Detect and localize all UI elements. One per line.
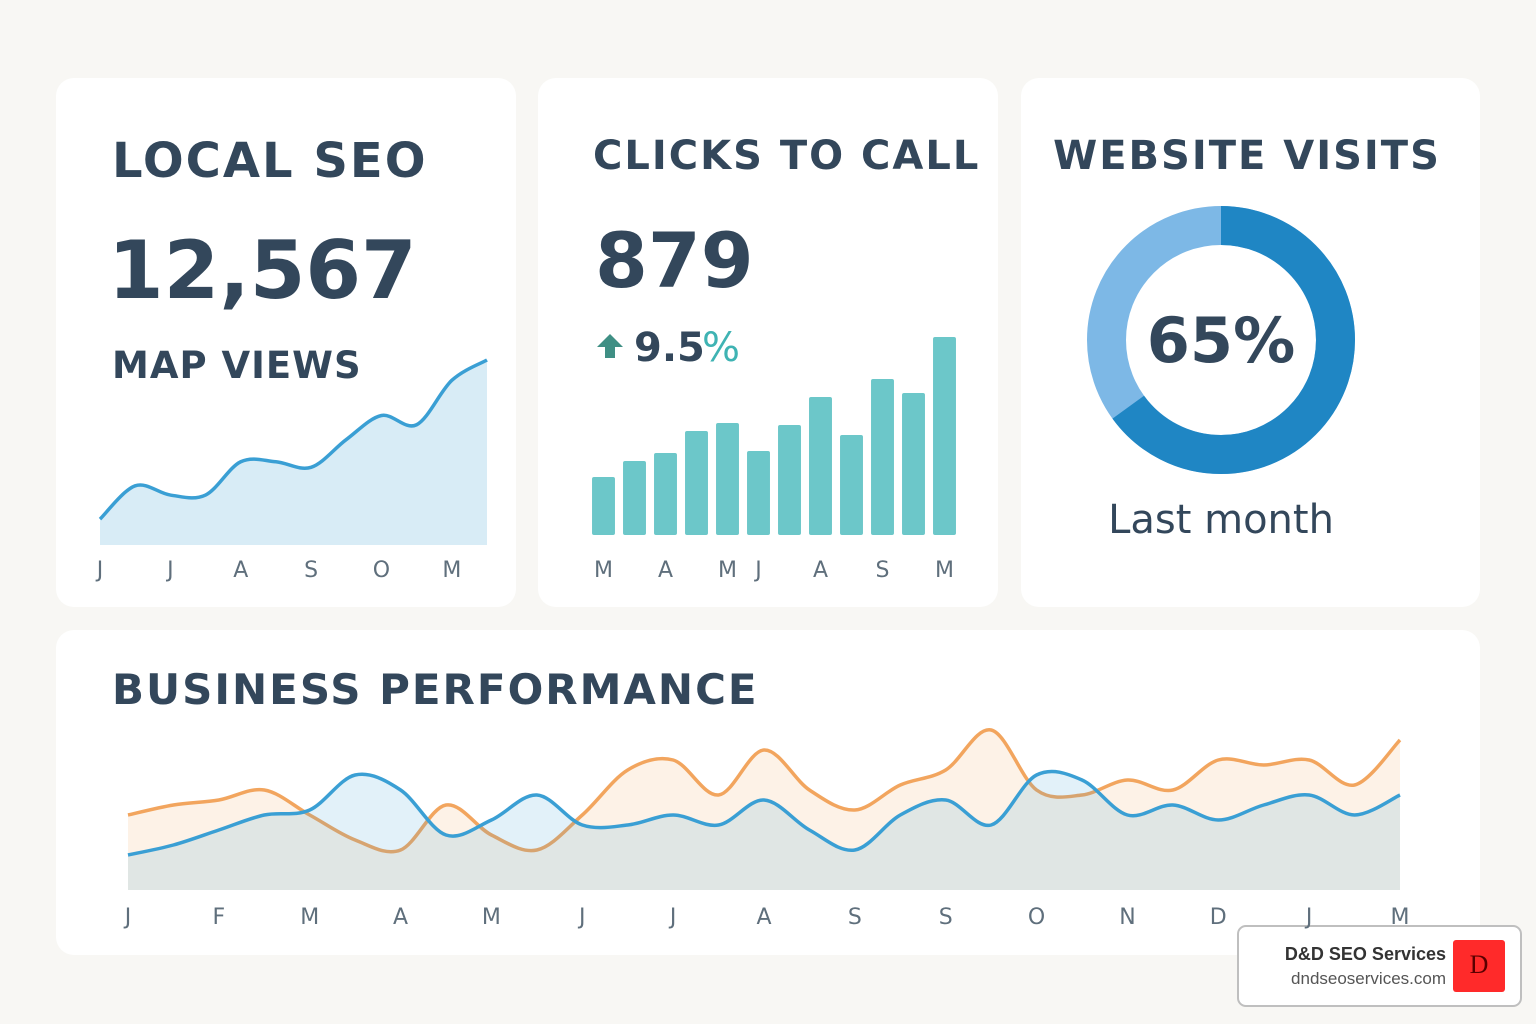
bar <box>809 397 832 535</box>
badge-logo <box>1453 940 1505 992</box>
card-title: CLICKS TO CALL <box>593 133 980 179</box>
bar <box>654 453 677 535</box>
bar <box>778 425 801 535</box>
badge <box>1237 925 1522 1007</box>
x-tick-label: A <box>756 905 771 930</box>
card-title: LOCAL SEO <box>112 133 428 189</box>
badge-name: D&D SEO Services <box>1285 944 1446 964</box>
x-tick-label: A <box>813 558 828 583</box>
card <box>56 630 1480 955</box>
area-fill <box>128 771 1400 890</box>
x-tick-label: S <box>939 905 953 930</box>
x-tick-label: O <box>1028 905 1045 930</box>
x-tick-label: A <box>233 558 248 583</box>
x-tick-label: J <box>123 905 132 930</box>
x-tick-label: O <box>373 558 390 583</box>
kpi-value: 879 <box>595 216 754 305</box>
x-tick-label: M <box>935 558 954 583</box>
bar <box>933 337 956 535</box>
line <box>127 769 1401 857</box>
x-tick-label: M <box>1391 905 1410 930</box>
x-tick-label: M <box>594 558 613 583</box>
badge-logo-text: D <box>1470 950 1489 979</box>
bar <box>716 423 739 535</box>
card <box>56 78 516 607</box>
x-tick-label: S <box>848 905 862 930</box>
x-tick-label: J <box>95 558 104 583</box>
x-tick-label: S <box>876 558 890 583</box>
x-tick-label: A <box>393 905 408 930</box>
x-tick-label: J <box>668 905 677 930</box>
x-tick-label: M <box>482 905 501 930</box>
line <box>98 358 488 521</box>
bar <box>623 461 646 535</box>
change-unit: % <box>702 325 740 371</box>
x-tick-label: N <box>1119 905 1135 930</box>
bar <box>871 379 894 535</box>
card-title: WEBSITE VISITS <box>1053 133 1441 179</box>
badge-url: dndseoservices.com <box>1291 969 1446 988</box>
x-tick-label: J <box>1304 905 1313 930</box>
x-tick-label: M <box>718 558 737 583</box>
x-tick-label: F <box>213 905 226 930</box>
x-tick-label: D <box>1210 905 1227 930</box>
x-tick-label: S <box>304 558 318 583</box>
x-tick-label: M <box>442 558 461 583</box>
card-title: BUSINESS PERFORMANCE <box>112 665 759 714</box>
up-arrow <box>597 334 623 358</box>
bar <box>685 431 708 535</box>
area-fill <box>128 729 1400 890</box>
bar <box>902 393 925 535</box>
x-tick-label: J <box>165 558 174 583</box>
kpi-value: 12,567 <box>108 224 417 317</box>
x-tick-label: A <box>658 558 673 583</box>
x-tick-label: J <box>577 905 586 930</box>
donut-segment <box>1087 206 1355 474</box>
change-value: 9.5 <box>634 325 705 371</box>
kpi-label: MAP VIEWS <box>112 344 362 387</box>
card <box>1021 78 1480 607</box>
x-tick-label: J <box>753 558 762 583</box>
bar <box>592 477 615 535</box>
caption: Last month <box>1108 497 1334 543</box>
bar <box>747 451 770 535</box>
donut-label: 65% <box>1147 304 1295 377</box>
line <box>127 728 1402 854</box>
x-tick-label: M <box>300 905 319 930</box>
bar <box>840 435 863 535</box>
